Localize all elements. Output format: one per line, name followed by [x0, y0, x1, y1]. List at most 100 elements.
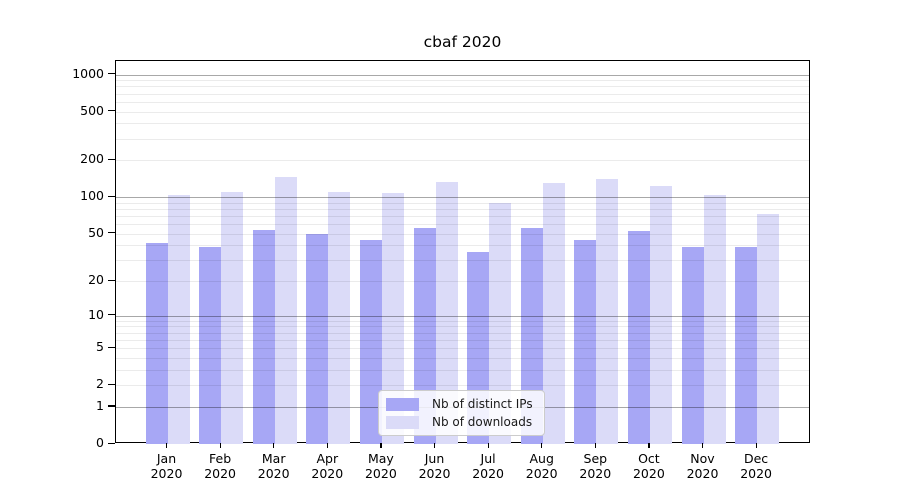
- x-axis-tick-label: Mar 2020: [257, 451, 290, 481]
- gridline-minor: [116, 80, 809, 82]
- y-axis-tick: [108, 279, 115, 281]
- gridline-minor: [116, 93, 809, 95]
- bar-downloads: [757, 213, 780, 444]
- legend-label: Nb of downloads: [432, 414, 533, 429]
- x-axis-tick-label: Apr 2020: [311, 451, 344, 481]
- gridline-minor: [116, 357, 809, 359]
- x-axis-tick-label: Jun 2020: [418, 451, 451, 481]
- x-axis-tick: [755, 443, 757, 448]
- x-axis-tick-label: Feb 2020: [204, 451, 236, 481]
- gridline-minor: [116, 101, 809, 103]
- gridline-minor: [116, 202, 809, 204]
- x-axis-tick: [541, 443, 543, 448]
- y-axis-tick-label: 1000: [72, 65, 104, 81]
- y-axis-tick: [108, 110, 115, 112]
- x-axis-tick: [219, 443, 221, 448]
- gridline-minor: [116, 123, 809, 125]
- y-axis-tick-label: 500: [80, 102, 104, 118]
- legend: Nb of distinct IPs Nb of downloads: [378, 390, 545, 436]
- gridline-minor: [116, 224, 809, 226]
- legend-entry: Nb of downloads: [386, 414, 544, 429]
- y-axis-tick-label: 100: [80, 188, 104, 204]
- bar-distinct-ips: [574, 240, 597, 444]
- x-axis-tick: [702, 443, 704, 448]
- y-axis-tick-label: 20: [88, 272, 104, 288]
- x-axis-tick: [326, 443, 328, 448]
- bar-distinct-ips: [252, 229, 275, 444]
- bar-downloads: [435, 181, 458, 444]
- x-axis-tick-label: Dec 2020: [740, 451, 772, 481]
- gridline-major: [116, 74, 809, 76]
- gridline-minor: [116, 385, 809, 387]
- y-axis-tick-label: 0: [96, 435, 104, 450]
- gridline-minor: [116, 326, 809, 328]
- y-axis-tick-label: 50: [88, 224, 104, 240]
- x-axis-tick: [487, 443, 489, 448]
- gridline-major: [116, 315, 809, 317]
- legend-label: Nb of distinct IPs: [432, 396, 533, 411]
- chart-title: cbaf 2020: [423, 33, 502, 51]
- bar-downloads: [167, 194, 190, 444]
- legend-entry: Nb of distinct IPs: [386, 396, 544, 411]
- gridline-minor: [116, 369, 809, 371]
- x-axis-tick: [594, 443, 596, 448]
- bar-distinct-ips: [627, 230, 650, 444]
- y-axis-tick: [108, 314, 115, 316]
- bar-distinct-ips: [520, 227, 543, 444]
- y-axis-tick: [108, 405, 115, 407]
- y-axis-tick-label: 2: [96, 376, 104, 392]
- gridline-minor: [116, 216, 809, 218]
- x-axis-tick-label: Jul 2020: [472, 451, 504, 481]
- bar-distinct-ips: [735, 246, 758, 444]
- bar-downloads: [274, 177, 297, 444]
- bar-distinct-ips: [199, 246, 222, 444]
- gridline-minor: [116, 281, 809, 283]
- y-axis-tick-label: 5: [96, 339, 104, 355]
- bar-distinct-ips: [681, 246, 704, 444]
- bar-distinct-ips: [306, 233, 329, 444]
- bar-distinct-ips: [413, 227, 436, 444]
- bar-downloads: [381, 192, 404, 444]
- y-axis-tick-label: 10: [88, 306, 104, 322]
- x-axis-tick: [273, 443, 275, 448]
- gridline-major: [116, 197, 809, 199]
- y-axis-tick: [108, 158, 115, 161]
- x-axis-tick-label: Sep 2020: [579, 451, 612, 481]
- gridline-minor: [116, 260, 809, 262]
- y-axis-tick: [108, 232, 115, 234]
- gridline-minor: [116, 86, 809, 88]
- bar-distinct-ips: [359, 240, 382, 444]
- bar-distinct-ips: [145, 242, 168, 444]
- y-axis-tick: [108, 442, 115, 444]
- y-axis-tick: [108, 195, 115, 197]
- gridline-minor: [116, 233, 809, 235]
- plot-area: [115, 60, 810, 444]
- legend-swatch: [386, 415, 419, 429]
- x-axis-tick: [434, 443, 436, 448]
- y-axis-tick: [108, 73, 115, 75]
- gridline-minor: [116, 348, 809, 350]
- x-axis-tick-label: Jan 2020: [150, 451, 183, 481]
- gridline-minor: [116, 138, 809, 140]
- y-axis-tick: [108, 383, 115, 385]
- gridline-minor: [116, 332, 809, 334]
- legend-swatch: [386, 397, 419, 411]
- gridline-minor: [116, 160, 809, 162]
- bar-downloads: [649, 185, 672, 444]
- bar-downloads: [542, 182, 565, 444]
- gridline-minor: [116, 245, 809, 247]
- bar-downloads: [221, 191, 244, 444]
- bar-downloads: [703, 194, 726, 444]
- x-axis-tick-label: Aug 2020: [525, 451, 558, 481]
- bar-downloads: [489, 202, 512, 444]
- x-axis-tick: [648, 443, 650, 448]
- gridline-minor: [116, 208, 809, 210]
- gridline-minor: [116, 111, 809, 113]
- x-axis-tick-label: Nov 2020: [686, 451, 719, 481]
- y-axis-tick-label: 1: [96, 397, 104, 413]
- gridline-minor: [116, 320, 809, 322]
- bar-downloads: [596, 179, 619, 444]
- bar-downloads: [328, 191, 351, 444]
- x-axis-tick-label: May 2020: [364, 451, 397, 481]
